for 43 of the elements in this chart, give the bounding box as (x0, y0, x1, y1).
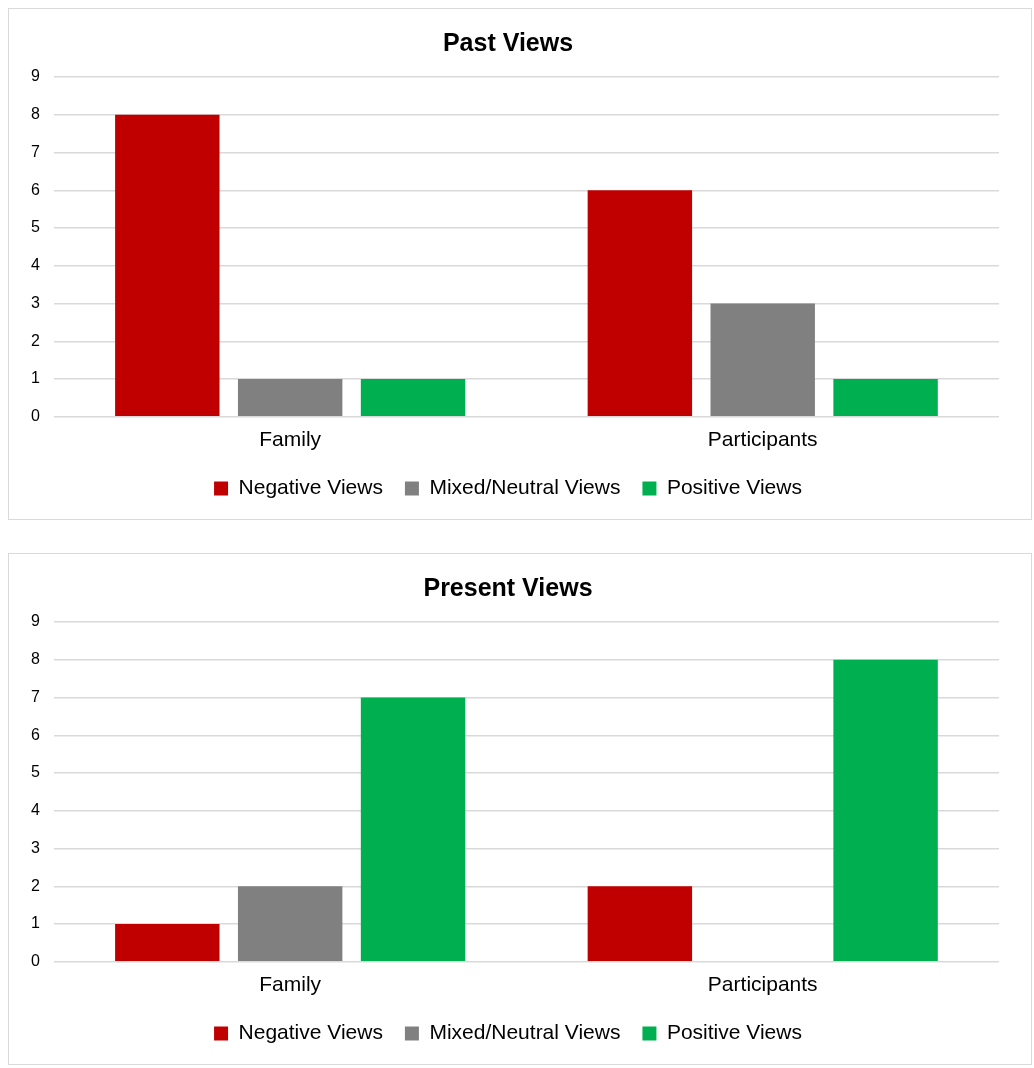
y-tick-label: 1 (30, 369, 40, 387)
y-tick-label: 8 (30, 650, 40, 668)
y-tick-label: 6 (30, 725, 40, 743)
x-tick-label: Family (259, 972, 322, 996)
bar (833, 379, 938, 417)
x-tick-label: Participants (707, 972, 818, 996)
y-tick-label: 4 (30, 801, 40, 819)
y-tick-label: 0 (30, 407, 40, 425)
bar (237, 886, 343, 962)
y-tick-label: 2 (30, 331, 40, 349)
y-tick-label: 6 (30, 180, 40, 198)
legend-label: Positive Views (666, 1020, 802, 1044)
chart-title: Past Views (442, 27, 574, 56)
bar (115, 114, 220, 417)
legend-label: Positive Views (666, 475, 802, 499)
bar (360, 697, 466, 962)
y-tick-label: 5 (30, 763, 40, 781)
y-tick-label: 7 (30, 687, 40, 705)
bar (360, 379, 466, 417)
bar (237, 379, 343, 417)
legend-label: Negative Views (238, 1020, 383, 1044)
y-tick-label: 1 (30, 914, 40, 932)
bar (587, 190, 693, 417)
bar (115, 924, 220, 962)
bar (833, 659, 938, 962)
y-tick-label: 0 (30, 952, 40, 970)
y-tick-label: 8 (30, 105, 40, 123)
y-tick-label: 3 (30, 838, 40, 856)
y-tick-label: 7 (30, 142, 40, 160)
legend-label: Mixed/Neutral Views (429, 1020, 621, 1044)
chart-title: Present Views (423, 572, 593, 601)
y-tick-label: 9 (30, 612, 40, 630)
y-tick-label: 4 (30, 256, 40, 274)
bar (587, 886, 693, 962)
bar (710, 303, 815, 417)
y-tick-label: 3 (30, 293, 40, 311)
y-tick-label: 2 (30, 876, 40, 894)
y-tick-label: 5 (30, 218, 40, 236)
legend-label: Negative Views (238, 475, 383, 499)
x-tick-label: Participants (707, 427, 818, 451)
legend-label: Mixed/Neutral Views (429, 475, 621, 499)
x-tick-label: Family (259, 427, 322, 451)
y-tick-label: 9 (30, 67, 40, 85)
